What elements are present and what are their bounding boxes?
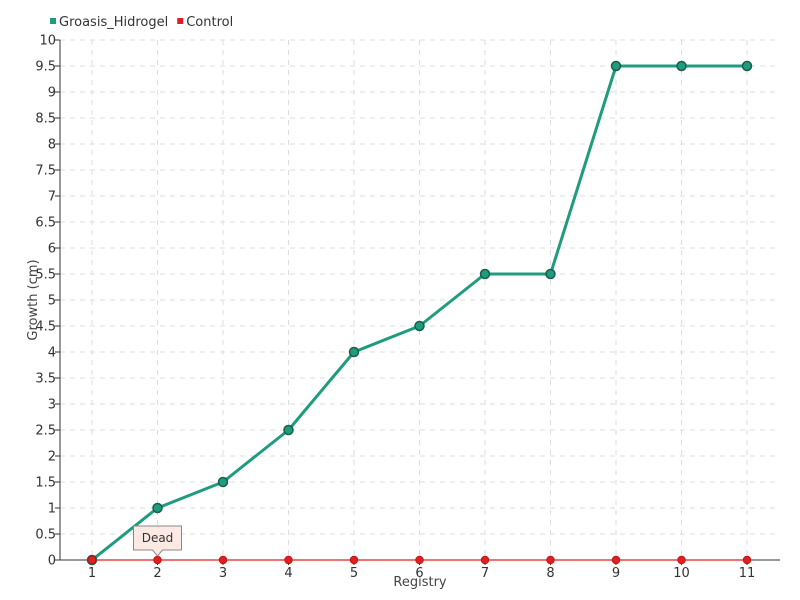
data-point-control[interactable]	[742, 555, 752, 565]
grid-lines	[60, 39, 780, 560]
y-tick-label: 5	[48, 294, 56, 309]
y-tick-label: 0.5	[35, 528, 56, 543]
data-point-control[interactable]	[546, 555, 555, 565]
legend[interactable]: Groasis_Hidrogel Control	[50, 15, 233, 30]
x-tick-label: 3	[219, 566, 227, 581]
legend-swatch	[177, 18, 184, 24]
x-tick-label: 1	[88, 566, 96, 581]
y-tick-label: 7.5	[35, 164, 56, 179]
y-tick-label: 3	[48, 398, 56, 413]
data-point-control[interactable]	[284, 555, 293, 565]
y-tick-label: 4	[48, 346, 56, 361]
x-tick-label: 5	[350, 566, 358, 581]
y-tick-label: 10	[39, 34, 56, 49]
legend-item-groasis-hidrogel[interactable]: Groasis_Hidrogel	[50, 15, 168, 30]
y-tick-label: 2.5	[35, 424, 56, 439]
y-tick-label: 9	[48, 86, 56, 101]
data-point-control[interactable]	[349, 555, 359, 565]
data-point-control[interactable]	[611, 555, 621, 565]
y-tick-label: 8.5	[35, 112, 56, 127]
data-point-groasis-hidrogel[interactable]	[676, 60, 687, 72]
y-tick-label: 5.5	[35, 268, 56, 283]
x-axis-title: Registry	[393, 575, 447, 590]
y-tick-label: 7	[48, 190, 56, 205]
x-tick-labels: 1 2 3 4 5 6 7 8 9 10 11	[88, 566, 755, 581]
y-tick-labels: 0 0.5 1 1.5 2 2.5 3 3.5 4 4.5 5 5.5 6 6.5 7 7.5 8 8.5 9 9.5…	[35, 34, 56, 569]
data-point-groasis-hidrogel[interactable]	[414, 320, 425, 332]
y-tick-label: 0	[48, 554, 56, 569]
legend-label: Control	[186, 15, 233, 30]
series-control	[87, 555, 752, 565]
x-tick-label: 4	[284, 566, 292, 581]
y-tick-label: 6	[48, 242, 56, 257]
y-tick-label: 9.5	[35, 60, 56, 75]
legend-swatch	[50, 18, 56, 24]
y-tick-label: 8	[48, 138, 56, 153]
data-point-groasis-hidrogel[interactable]	[741, 60, 753, 72]
legend-item-control[interactable]: Control	[177, 15, 233, 30]
y-axis-title: Growth (cm)	[26, 259, 41, 340]
x-tick-label: 9	[612, 566, 620, 581]
x-tick-label: 6	[415, 566, 423, 581]
tooltip-box	[133, 525, 182, 557]
data-point-groasis-hidrogel[interactable]	[283, 424, 294, 436]
x-tick-label: 8	[546, 566, 554, 581]
data-point-groasis-hidrogel[interactable]	[545, 268, 556, 280]
data-point-groasis-hidrogel[interactable]	[610, 60, 622, 72]
y-tick-label: 1.5	[35, 476, 56, 491]
data-point-groasis-hidrogel[interactable]	[479, 268, 491, 280]
data-point-control[interactable]	[677, 555, 686, 565]
x-tick-label: 7	[481, 566, 489, 581]
data-point-control[interactable]	[415, 555, 424, 565]
data-point-groasis-hidrogel[interactable]	[348, 346, 360, 358]
data-point-groasis-hidrogel[interactable]	[152, 502, 163, 514]
y-tick-label: 4.5	[35, 320, 56, 335]
y-tick-label: 1	[48, 502, 56, 517]
data-point-control[interactable]	[218, 555, 228, 565]
data-point-control[interactable]	[87, 555, 97, 565]
axes	[55, 39, 780, 565]
x-tick-label: 2	[153, 566, 161, 581]
legend-label: Groasis_Hidrogel	[59, 15, 168, 30]
x-tick-label: 10	[673, 566, 690, 581]
y-tick-label: 3.5	[35, 372, 56, 387]
y-tick-label: 6.5	[35, 216, 56, 231]
tooltip-dead: Dead	[133, 525, 182, 557]
data-point-control[interactable]	[480, 555, 490, 565]
series-layer	[86, 60, 753, 566]
data-point-control[interactable]	[153, 555, 162, 565]
y-tick-label: 2	[48, 450, 56, 465]
data-point-groasis-hidrogel[interactable]	[217, 476, 229, 488]
series-groasis-hidrogel	[86, 60, 753, 566]
x-tick-label: 11	[739, 566, 756, 581]
tooltip-label: Dead	[142, 531, 174, 545]
